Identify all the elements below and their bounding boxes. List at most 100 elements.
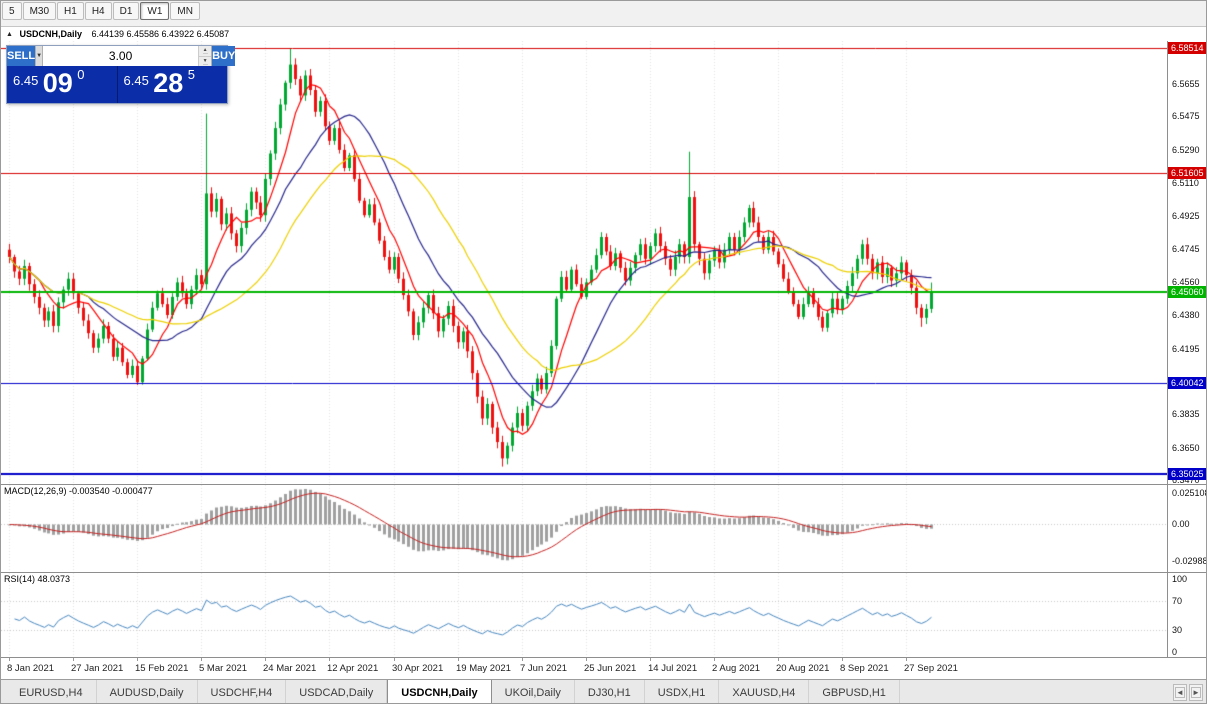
date-tick-mark (201, 658, 202, 661)
volume-stepper: ▲ ▼ (198, 46, 212, 66)
price-tick-label: 6.4195 (1172, 343, 1200, 354)
volume-spin-up-button[interactable]: ▲ (199, 46, 212, 57)
date-axis-label: 2 Aug 2021 (712, 663, 761, 674)
price-tick-label: 6.5475 (1172, 111, 1200, 122)
sell-price[interactable]: 6.45 09 0 (7, 66, 118, 103)
date-tick-mark (9, 658, 10, 661)
date-axis-label: 8 Sep 2021 (840, 663, 889, 674)
chart-tab-bar: EURUSD,H4 AUDUSD,Daily USDCHF,H4 USDCAD,Dai… (1, 679, 1206, 703)
macd-name: MACD(12,26,9) (4, 486, 67, 496)
chart-tab-gbpusd[interactable]: GBPUSD,H1 (809, 680, 900, 703)
date-axis-label: 30 Apr 2021 (392, 663, 444, 674)
timeframe-button-m30[interactable]: M30 (22, 2, 57, 20)
date-tick-mark (73, 658, 74, 661)
date-axis-label: 8 Jan 2021 (7, 663, 55, 674)
date-tick-mark (778, 658, 779, 661)
date-tick-mark (394, 658, 395, 661)
scroll-right-icon: ► (1191, 687, 1201, 698)
timeframe-toolbar: 5 M30 H1 H4 D1 W1 MN (1, 1, 1206, 27)
volume-input[interactable] (43, 46, 199, 66)
date-tick-mark (137, 658, 138, 661)
macd-values: -0.003540 -0.000477 (69, 486, 153, 496)
timeframe-button-w1[interactable]: W1 (140, 2, 170, 20)
tab-scroll-buttons: ◄ ► (1173, 684, 1203, 701)
rsi-axis-label: 100 (1172, 574, 1188, 584)
chart-title-bar: ▲ USDCNH,Daily 6.44139 6.45586 6.43922 6… (1, 27, 1206, 41)
timeframe-button-d1[interactable]: D1 (112, 2, 140, 20)
date-tick-mark (906, 658, 907, 661)
price-level-label: 6.45060 (1168, 286, 1206, 299)
sell-price-big: 09 (42, 68, 73, 98)
price-axis[interactable]: 6.5655 6.5475 6.5290 6.5110 6.4925 6.4745 6.45… (1167, 41, 1206, 657)
pane-separator (1168, 572, 1206, 573)
timeframe-button-5[interactable]: 5 (2, 2, 22, 20)
price-level-label: 6.35025 (1168, 468, 1206, 481)
chart-tab-dj30[interactable]: DJ30,H1 (575, 680, 645, 703)
date-tick-mark (458, 658, 459, 661)
macd-canvas[interactable] (1, 485, 1167, 572)
chart-tab-xauusd[interactable]: XAUUSD,H4 (719, 680, 810, 703)
date-tick-mark (714, 658, 715, 661)
rsi-axis-label: 0 (1172, 647, 1178, 657)
timeframe-button-h1[interactable]: H1 (57, 2, 84, 20)
date-axis-label: 24 Mar 2021 (263, 663, 317, 674)
date-axis-label: 25 Jun 2021 (584, 663, 637, 674)
sell-price-sup: 0 (77, 67, 85, 82)
chart-tab-usdx[interactable]: USDX,H1 (645, 680, 720, 703)
rsi-axis-label: 30 (1172, 625, 1183, 636)
macd-axis-label: -0.029884 (1172, 555, 1206, 566)
timeframe-button-h4[interactable]: H4 (84, 2, 112, 20)
date-axis-label: 12 Apr 2021 (327, 663, 379, 674)
rsi-axis-label: 70 (1172, 595, 1183, 606)
buy-button[interactable]: BUY (212, 46, 236, 66)
one-click-trading-panel: SELL ▼ ▲ ▼ BUY 6.45 09 0 6.45 28 5 (6, 45, 236, 104)
buy-price-small: 6.45 (123, 73, 149, 88)
date-tick-mark (522, 658, 523, 661)
date-axis-label: 5 Mar 2021 (199, 663, 248, 674)
macd-label: MACD(12,26,9) -0.003540 -0.000477 (4, 486, 153, 496)
chart-tab-eurusd[interactable]: EURUSD,H4 (6, 680, 97, 703)
date-tick-mark (329, 658, 330, 661)
price-level-label: 6.40042 (1168, 377, 1206, 390)
date-tick-mark (650, 658, 651, 661)
chart-tab-ukoil[interactable]: UKOil,Daily (492, 680, 575, 703)
macd-axis-label: 0.00 (1172, 519, 1190, 529)
chart-tab-usdchf[interactable]: USDCHF,H4 (198, 680, 287, 703)
chart-tab-usdcnh[interactable]: USDCNH,Daily (387, 680, 492, 703)
price-tick-label: 6.5290 (1172, 144, 1200, 155)
price-level-label: 6.58514 (1168, 42, 1206, 54)
order-type-dropdown[interactable]: ▼ (35, 46, 44, 66)
date-tick-mark (265, 658, 266, 661)
date-axis-label: 19 May 2021 (456, 663, 511, 674)
macd-pane: MACD(12,26,9) -0.003540 -0.000477 (1, 484, 1167, 572)
chart-tab-audusd[interactable]: AUDUSD,Daily (97, 680, 198, 703)
price-tick-label: 6.5110 (1172, 177, 1199, 188)
timeframe-button-mn[interactable]: MN (170, 2, 200, 20)
rsi-name: RSI(14) (4, 574, 36, 584)
rsi-value: 48.0373 (37, 574, 71, 584)
chart-symbol: USDCNH,Daily (19, 29, 82, 39)
rsi-canvas[interactable] (1, 573, 1167, 657)
buy-price-sup: 5 (187, 67, 195, 82)
main-chart-pane (1, 41, 1167, 484)
volume-spin-down-button[interactable]: ▼ (199, 56, 212, 66)
collapse-trade-panel-icon[interactable]: ▲ (6, 31, 13, 38)
scroll-left-icon: ◄ (1175, 687, 1185, 698)
price-level-label: 6.51605 (1168, 167, 1206, 180)
main-chart-canvas[interactable] (1, 41, 1167, 484)
price-tick-label: 6.4560 (1172, 277, 1200, 288)
dropdown-arrow-icon: ▼ (36, 53, 43, 59)
sell-button[interactable]: SELL (7, 46, 36, 66)
tab-scroll-right-button[interactable]: ► (1189, 684, 1203, 701)
date-axis-label: 20 Aug 2021 (776, 663, 830, 674)
price-tick-label: 6.4925 (1172, 211, 1200, 222)
buy-price[interactable]: 6.45 28 5 (118, 66, 228, 103)
date-axis[interactable]: 8 Jan 2021 27 Jan 2021 15 Feb 2021 5 Mar 20… (1, 657, 1206, 679)
chart-tab-usdcad[interactable]: USDCAD,Daily (286, 680, 388, 703)
tab-scroll-left-button[interactable]: ◄ (1173, 684, 1187, 701)
price-tick-label: 6.4380 (1172, 310, 1200, 321)
pane-separator (1168, 484, 1206, 485)
trade-panel-quotes: 6.45 09 0 6.45 28 5 (7, 66, 227, 103)
buy-price-big: 28 (153, 68, 184, 98)
